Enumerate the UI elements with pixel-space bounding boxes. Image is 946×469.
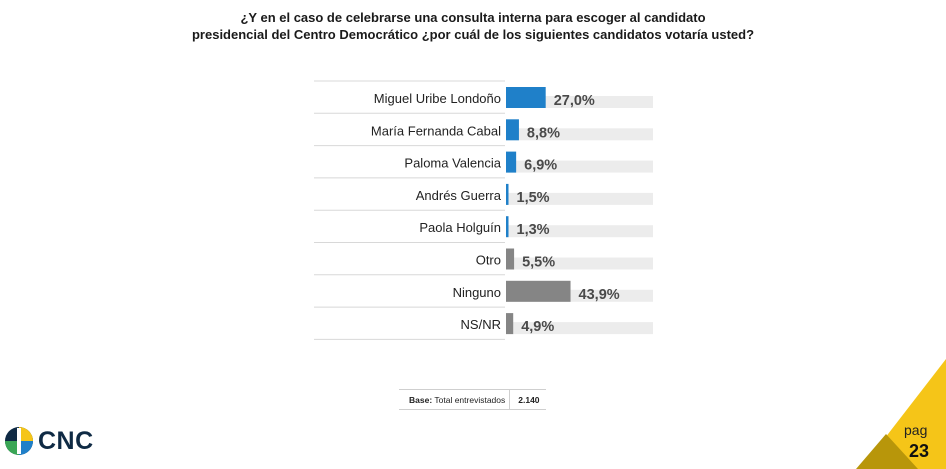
bar <box>506 280 571 302</box>
logo-text: CNC <box>38 426 94 455</box>
value-label: 6,9% <box>524 158 557 174</box>
category-label: NS/NR <box>461 317 501 332</box>
bar-track <box>506 160 653 173</box>
category-label: Otro <box>476 253 501 268</box>
bar <box>506 313 514 335</box>
bar-track <box>506 322 653 335</box>
value-label: 1,5% <box>517 190 550 206</box>
bar <box>506 183 509 205</box>
bar-track <box>506 128 653 141</box>
corner-decoration <box>856 359 946 469</box>
bar <box>506 248 515 270</box>
value-label: 5,5% <box>522 255 555 271</box>
page-label: pag <box>904 422 928 438</box>
category-label: Paloma Valencia <box>404 156 501 171</box>
bar <box>506 87 546 108</box>
value-label: 1,3% <box>517 222 550 238</box>
base-value: 2.140 <box>518 394 540 405</box>
cnc-logo-icon <box>5 427 33 455</box>
base-box: Base: Total entrevistados 2.140 <box>399 389 546 410</box>
value-label: 43,9% <box>579 287 620 303</box>
bar <box>506 151 517 173</box>
category-label: Andrés Guerra <box>416 188 502 203</box>
bar <box>506 119 519 141</box>
bar-track <box>506 257 653 270</box>
bar-track <box>506 192 653 205</box>
value-label: 27,0% <box>554 93 595 109</box>
bar <box>506 216 509 238</box>
category-label: Ninguno <box>453 285 501 300</box>
value-label: 4,9% <box>521 319 554 335</box>
value-label: 8,8% <box>527 125 560 141</box>
chart-title: ¿Y en el caso de celebrarse una consulta… <box>140 9 806 43</box>
base-label: Total entrevistados <box>434 394 506 405</box>
bar-track <box>506 225 653 238</box>
title-line-1: ¿Y en el caso de celebrarse una consulta… <box>240 10 706 25</box>
title-line-2: presidencial del Centro Democrático ¿por… <box>191 27 755 42</box>
category-label: María Fernanda Cabal <box>371 123 501 138</box>
category-label: Miguel Uribe Londoño <box>374 91 501 106</box>
category-label: Paola Holguín <box>419 220 501 235</box>
base-label-bold: Base: <box>409 394 433 405</box>
cnc-logo: CNC <box>4 426 94 456</box>
page-number: 23 <box>909 441 930 461</box>
